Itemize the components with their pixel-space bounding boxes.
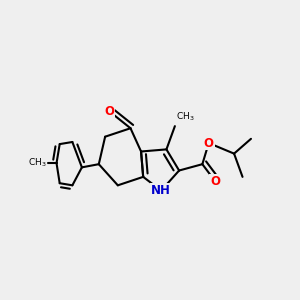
- Text: O: O: [210, 175, 220, 188]
- Text: NH: NH: [151, 184, 171, 197]
- Text: O: O: [104, 105, 114, 118]
- Text: O: O: [204, 136, 214, 149]
- Text: $\mathregular{CH_3}$: $\mathregular{CH_3}$: [176, 110, 195, 123]
- Text: $\mathregular{CH_3}$: $\mathregular{CH_3}$: [28, 157, 47, 169]
